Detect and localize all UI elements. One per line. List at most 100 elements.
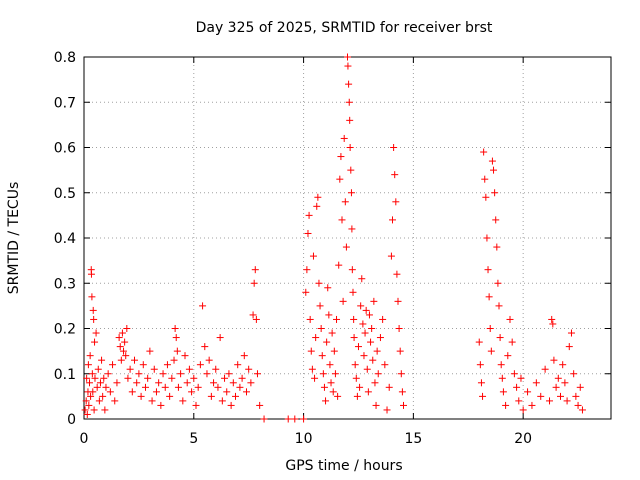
data-point (347, 189, 355, 197)
data-point (383, 406, 391, 414)
data-point (359, 320, 367, 328)
data-point (399, 401, 407, 409)
data-point (146, 347, 154, 355)
data-point (376, 334, 384, 342)
data-point (234, 361, 242, 369)
data-point (550, 356, 558, 364)
data-point (250, 279, 258, 287)
data-point (496, 334, 504, 342)
data-point (85, 379, 93, 387)
data-point (305, 211, 313, 219)
y-tick-label: 0.6 (54, 141, 76, 157)
y-tick-label: 0 (67, 412, 76, 428)
data-point (336, 175, 344, 183)
data-point (349, 288, 357, 296)
data-point (88, 370, 96, 378)
data-point (396, 347, 404, 355)
data-point (166, 392, 174, 400)
data-point (313, 202, 321, 210)
data-point (117, 356, 125, 364)
data-point (223, 388, 231, 396)
data-point (115, 334, 123, 342)
data-point (475, 338, 483, 346)
data-point (486, 325, 494, 332)
data-point (304, 229, 312, 237)
data-point (87, 392, 95, 400)
data-point (183, 379, 191, 387)
data-point (353, 392, 361, 400)
data-point (515, 397, 523, 405)
data-point (358, 275, 366, 283)
data-point (242, 388, 250, 396)
data-point (91, 338, 99, 346)
data-point (354, 343, 362, 351)
data-point (364, 388, 372, 396)
y-tick-label: 0.4 (54, 231, 76, 247)
y-tick-label: 0.8 (54, 50, 76, 66)
data-point (150, 365, 158, 373)
data-point (94, 365, 102, 373)
data-point (252, 315, 260, 323)
data-point (326, 361, 334, 369)
data-point (168, 374, 176, 382)
data-point (205, 356, 213, 364)
data-point (245, 365, 253, 373)
data-point (316, 302, 324, 310)
data-point (352, 374, 360, 382)
data-point (476, 361, 484, 369)
data-point (87, 270, 95, 278)
data-point (96, 379, 104, 387)
x-tick-label: 20 (514, 431, 532, 447)
data-point (113, 379, 121, 387)
data-point (212, 365, 220, 373)
data-point (131, 356, 139, 364)
data-point (86, 352, 94, 360)
data-point (89, 306, 97, 314)
data-point (362, 306, 370, 314)
data-point (360, 352, 368, 360)
data-point (345, 80, 353, 88)
data-point (524, 388, 532, 396)
data-point (345, 98, 353, 106)
data-point (104, 370, 112, 378)
data-point (574, 401, 582, 409)
data-point (214, 383, 222, 391)
data-point (302, 288, 310, 296)
data-point (576, 383, 584, 391)
data-point (344, 62, 352, 70)
data-point (318, 352, 326, 360)
y-tick-label: 0.1 (54, 367, 76, 383)
data-point (253, 370, 261, 378)
data-point (327, 379, 335, 387)
data-point (229, 379, 237, 387)
x-tick-label: 10 (295, 431, 313, 447)
data-point (340, 134, 348, 142)
data-point (374, 370, 382, 378)
data-point (395, 325, 403, 332)
x-tick-label: 5 (189, 431, 198, 447)
data-point (92, 329, 100, 337)
data-point (221, 374, 229, 382)
data-point (232, 392, 240, 400)
data-point (333, 315, 341, 323)
data-point (397, 370, 405, 378)
data-point (109, 361, 117, 369)
data-point (291, 415, 299, 423)
data-point (346, 116, 354, 124)
data-point (102, 383, 110, 391)
data-point (357, 302, 365, 310)
data-point (98, 356, 106, 364)
data-point (225, 370, 233, 378)
data-point (563, 397, 571, 405)
data-point (334, 392, 342, 400)
data-point (370, 297, 378, 305)
data-point (528, 401, 536, 409)
data-point (339, 297, 347, 305)
data-point (106, 388, 114, 396)
data-point (322, 397, 330, 405)
data-point (479, 392, 487, 400)
data-point (137, 392, 145, 400)
data-point (238, 374, 246, 382)
data-point (561, 379, 569, 387)
